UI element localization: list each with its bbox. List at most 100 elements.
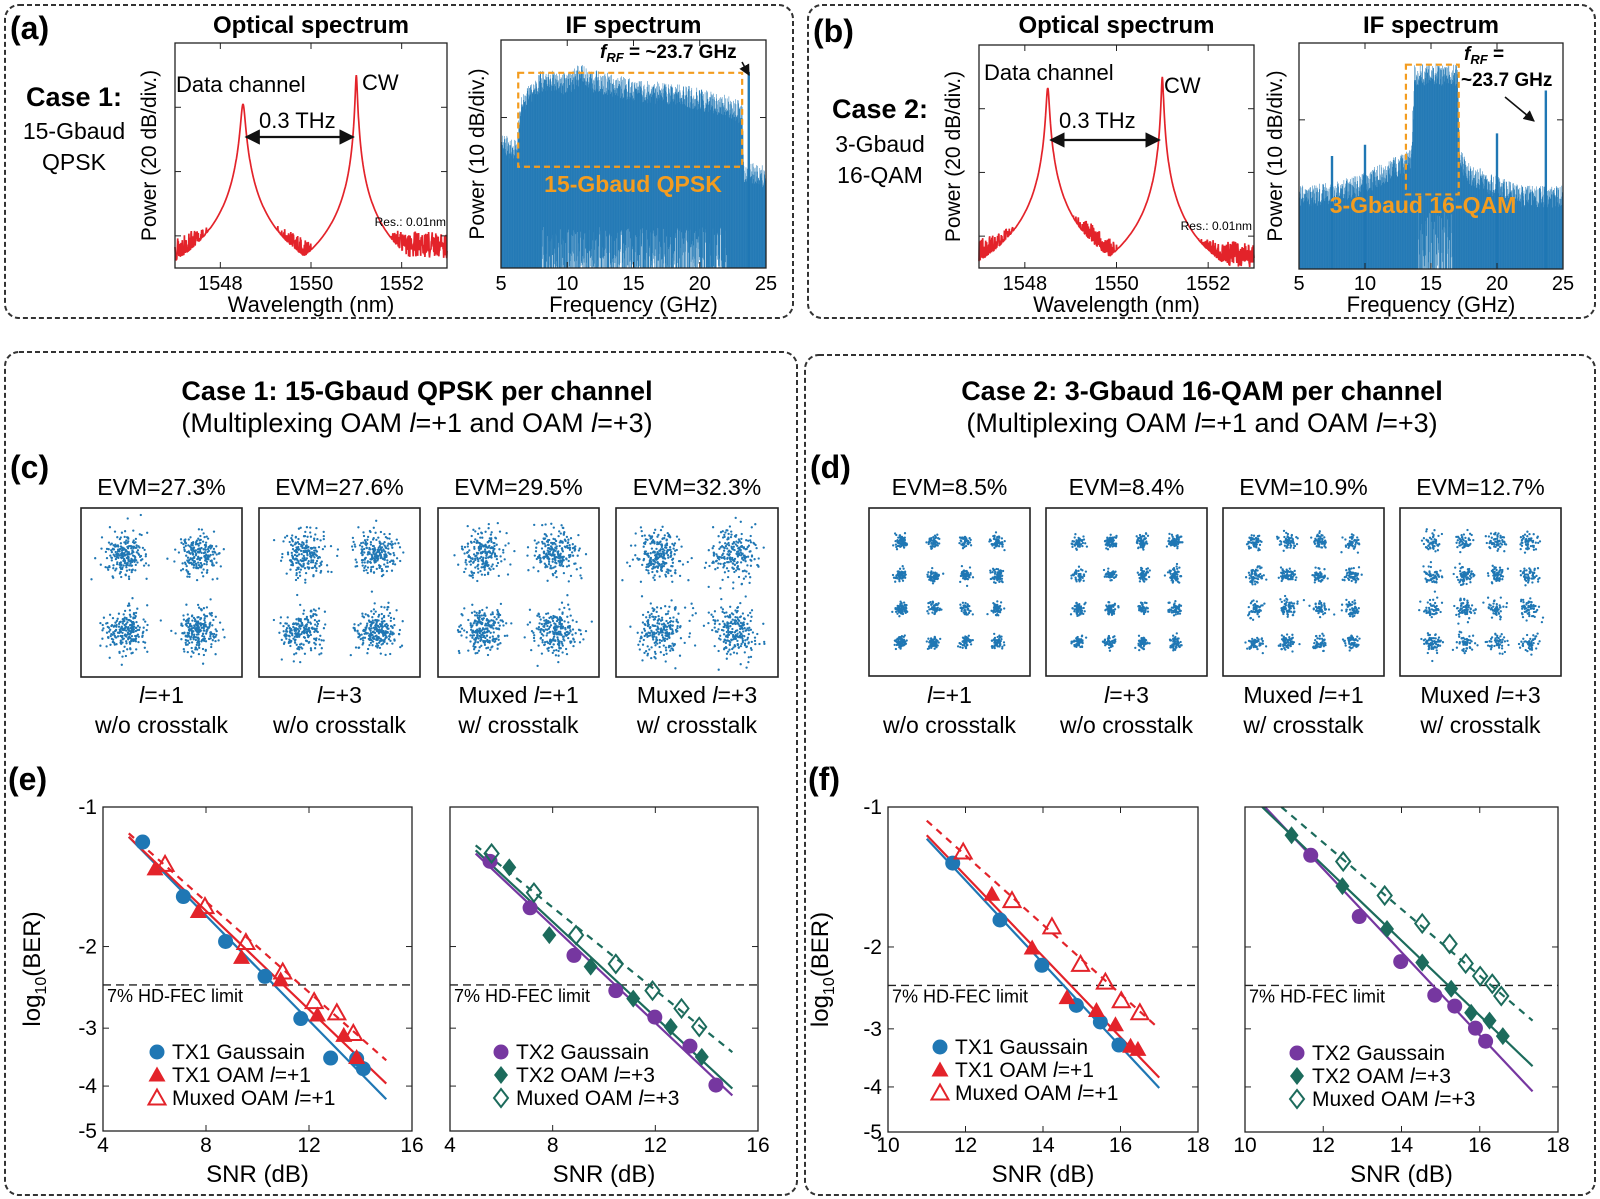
constellation-point (199, 534, 202, 538)
panel-a-frame (4, 4, 794, 319)
constellation-point (730, 630, 734, 634)
constellation-point (665, 652, 668, 655)
constellation-point (555, 619, 559, 623)
constellation-point (719, 556, 723, 559)
constellation-point (294, 541, 297, 544)
constellation-point (357, 526, 360, 529)
constellation-point (371, 619, 374, 622)
x-tick-label: 25 (755, 273, 777, 295)
constellation-point (894, 610, 898, 613)
constellation-point (362, 569, 366, 572)
constellation-point (126, 631, 130, 634)
constellation-point (554, 571, 557, 575)
constellation-point (126, 633, 129, 636)
constellation-point (656, 622, 659, 625)
constellation-point (123, 541, 126, 544)
constellation-point (321, 547, 325, 551)
constellation-point (646, 622, 650, 625)
constellation-point (472, 634, 476, 637)
constellation-point (109, 554, 112, 557)
constellation-point (460, 634, 463, 637)
constellation-point (477, 552, 480, 555)
constellation-point (971, 613, 974, 616)
constellation-point (493, 640, 496, 643)
constellation-point (112, 553, 115, 556)
constellation-point (307, 562, 310, 565)
constellation-point (300, 642, 303, 645)
constellation-point (197, 564, 201, 567)
constellation-point (750, 555, 754, 558)
constellation-point (646, 652, 650, 655)
constellation-point (740, 532, 743, 536)
constellation-point (190, 641, 194, 644)
constellation-point (566, 594, 569, 597)
constellation-point (649, 552, 652, 555)
constellation-point (537, 628, 540, 631)
caption-prefix: Muxed (458, 682, 533, 708)
constellation-point (477, 649, 481, 652)
constellation-point (898, 542, 902, 545)
constellation-point (740, 582, 744, 586)
constellation-point (398, 628, 402, 632)
constellation-point (902, 635, 905, 639)
constellation-point (191, 558, 194, 562)
constellation-point (532, 636, 536, 640)
constellation-point (130, 564, 134, 567)
constellation-point (314, 623, 317, 626)
constellation-point (391, 631, 394, 634)
constellation-point (996, 641, 1000, 644)
constellation-point (559, 532, 562, 535)
constellation-point (961, 646, 964, 649)
constellation-point (933, 612, 936, 616)
constellation-point (283, 641, 286, 644)
constellation-point (745, 547, 748, 551)
constellation-point (736, 567, 739, 571)
constellation-point (379, 640, 382, 643)
constellation-point (538, 622, 541, 625)
constellation-point (958, 536, 962, 539)
constellation-point (471, 576, 475, 579)
constellation-point (750, 609, 754, 612)
constellation-point (210, 643, 213, 646)
constellation-point (205, 563, 208, 566)
constellation-point (127, 625, 130, 629)
constellation-point (386, 561, 389, 565)
constellation-point (899, 612, 902, 615)
constellation-point (214, 628, 217, 631)
constellation-point (723, 533, 726, 537)
constellation-point (736, 629, 739, 632)
constellation-point (717, 628, 720, 631)
constellation-point (476, 558, 480, 561)
constellation-point (991, 542, 994, 546)
constellation-point (656, 630, 659, 633)
constellation-point (668, 605, 671, 608)
constellation-point (537, 625, 541, 629)
constellation-point (369, 543, 373, 546)
constellation-point (562, 571, 566, 575)
constellation-point (202, 613, 206, 616)
constellation-point (738, 624, 741, 628)
constellation-point (380, 627, 383, 631)
constellation-point (372, 537, 375, 540)
constellation-point (659, 651, 662, 654)
constellation-point (136, 561, 139, 564)
constellation-point (656, 542, 659, 546)
constellation-point (480, 573, 484, 576)
constellation-point (128, 629, 131, 632)
constellation-point (721, 578, 724, 582)
constellation-point (645, 633, 649, 636)
constellation-point (180, 622, 183, 625)
constellation-point (568, 626, 571, 629)
constellation-point (203, 619, 206, 622)
constellation-point (197, 544, 200, 547)
constellation-point (301, 557, 304, 560)
constellation-point (662, 653, 666, 657)
constellation-point (195, 564, 198, 568)
constellation-points (272, 519, 405, 664)
constellation-point (300, 545, 303, 548)
constellation-point (544, 555, 547, 559)
constellation-point (491, 638, 494, 642)
constellation-diagram: EVM=27.3%l=+1w/o crosstalk (80, 474, 243, 738)
constellation-point (673, 553, 676, 556)
